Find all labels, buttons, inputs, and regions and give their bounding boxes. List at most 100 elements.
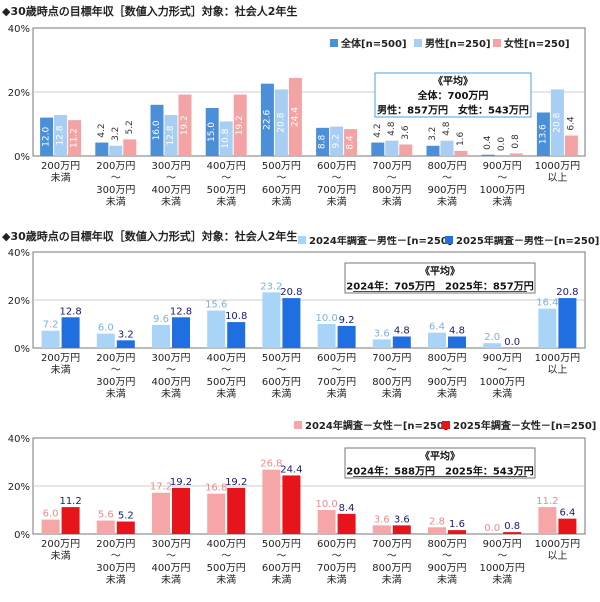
category-label: 800万円 [427, 539, 466, 550]
bar [426, 145, 440, 156]
bar [260, 83, 274, 156]
bar [227, 322, 246, 348]
category-label: ～ [387, 551, 397, 562]
bar [317, 324, 336, 348]
bar [399, 144, 413, 156]
y-tick-label: 20% [8, 482, 30, 493]
data-label: 3.6 [401, 125, 411, 140]
bar [123, 139, 137, 156]
average-box-text: 《平均》 [420, 265, 460, 278]
bar [172, 487, 190, 534]
data-label: 3.2 [111, 127, 121, 141]
data-label: 20.8 [280, 287, 302, 298]
bar [483, 343, 502, 348]
data-label: 3.2 [118, 329, 134, 340]
bar [282, 475, 301, 534]
y-tick-label: 40% [8, 24, 30, 35]
bar [96, 520, 115, 534]
bar [207, 310, 226, 348]
bar [564, 135, 578, 156]
category-label: 1000万円 [479, 377, 524, 388]
data-label: 4.2 [373, 123, 383, 137]
legend-swatch [294, 421, 302, 429]
bar [205, 108, 219, 156]
bar [262, 292, 281, 348]
category-label: 800万円 [427, 161, 466, 172]
bar [61, 317, 80, 348]
data-label: 3.6 [374, 328, 390, 339]
data-label: 0.0 [504, 337, 520, 348]
bar [150, 104, 164, 156]
category-label: 未満 [106, 574, 126, 586]
bar [538, 507, 557, 534]
category-label: ～ [442, 551, 452, 562]
category-label: 700万円 [317, 563, 356, 574]
legend-swatch [445, 236, 453, 244]
category-label: ～ [276, 173, 286, 184]
data-label: 16.8 [205, 483, 227, 494]
category-label: 未満 [492, 388, 512, 400]
bar [61, 507, 80, 534]
category-label: 未満 [161, 574, 181, 586]
data-label: 8.4 [339, 503, 355, 514]
category-label: ～ [166, 551, 176, 562]
data-label: 11.2 [70, 128, 80, 148]
data-label: 16.0 [152, 120, 162, 140]
category-label: 以上 [547, 172, 567, 184]
bar [337, 325, 356, 348]
category-label: 500万円 [262, 161, 301, 172]
data-label: 26.8 [260, 459, 282, 470]
bar [316, 127, 330, 156]
category-label: 500万円 [207, 185, 246, 196]
category-label: ～ [221, 173, 231, 184]
category-label: 未満 [327, 196, 347, 208]
data-label: 0.4 [483, 135, 493, 150]
category-label: 600万円 [317, 353, 356, 364]
bar [337, 513, 356, 534]
category-label: 500万円 [262, 353, 301, 364]
bar [317, 510, 336, 534]
y-tick-label: 20% [8, 296, 30, 307]
y-tick-label: 20% [8, 88, 30, 99]
bar [371, 142, 385, 156]
data-label: 0.8 [504, 521, 520, 532]
bar [509, 153, 523, 156]
category-label: 未満 [106, 388, 126, 400]
bar [41, 519, 60, 534]
legend-label: 2025年調査－男性－[n=250] [456, 236, 599, 247]
y-tick-label: 40% [8, 248, 30, 259]
y-tick-label: 0% [14, 530, 30, 541]
bar [219, 121, 233, 156]
category-label: 800万円 [372, 377, 411, 388]
data-label: 19.2 [225, 477, 247, 488]
data-label: 11.2 [59, 496, 81, 507]
data-label: 10.8 [221, 128, 231, 148]
category-label: 未満 [437, 196, 457, 208]
legend-label: 男性[n=250] [425, 37, 491, 50]
category-label: ～ [497, 551, 507, 562]
category-label: ～ [276, 551, 286, 562]
data-label: 24.4 [290, 107, 300, 127]
bar [344, 129, 358, 156]
bar [274, 89, 288, 156]
data-label: 22.6 [262, 110, 272, 130]
category-label: 以上 [547, 550, 567, 562]
category-label: 400万円 [151, 563, 190, 574]
category-label: 900万円 [427, 563, 466, 574]
bar [372, 339, 391, 348]
bar [41, 330, 60, 348]
legend-swatch [414, 39, 422, 47]
category-label: 未満 [492, 574, 512, 586]
bar [385, 140, 399, 156]
category-label: ～ [111, 365, 121, 376]
data-label: 12.8 [170, 306, 192, 317]
data-label: 5.2 [125, 120, 135, 134]
data-label: 1.6 [456, 131, 466, 146]
bar [428, 527, 446, 534]
data-label: 9.2 [332, 134, 342, 148]
category-label: 1000万円 [535, 539, 580, 550]
data-label: 0.8 [511, 134, 521, 149]
bar [96, 333, 115, 348]
chart-2: 0% 20% 40% 7.2 6.0 9.6 15.6 23.2 10.0 3.6 6.4 2.0 16… [8, 236, 599, 400]
data-label: 6.4 [559, 508, 575, 519]
